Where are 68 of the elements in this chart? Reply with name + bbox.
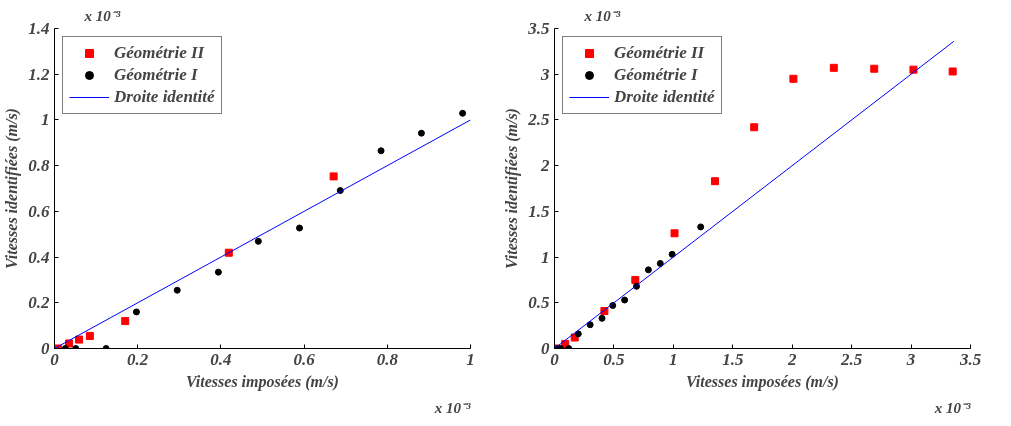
- legend-label: Géométrie II: [614, 43, 705, 63]
- x-tick-label: 1: [669, 349, 678, 369]
- point: [254, 237, 262, 245]
- point: [631, 275, 640, 284]
- point: [948, 67, 957, 76]
- point: [710, 177, 719, 186]
- x-tick-label: 2: [786, 349, 797, 369]
- y-tick-label: 1.4: [28, 19, 50, 38]
- x-tick-label: 3: [905, 349, 916, 369]
- x-tick-label: 2.5: [840, 349, 863, 369]
- legend-label: Droite identité: [114, 87, 215, 107]
- legend-label: Droite identité: [614, 87, 715, 107]
- y-axis-title: Vitesses identifiées (m/s): [503, 108, 522, 269]
- y-tick-label: 3.5: [527, 19, 550, 38]
- y-axis-title: Vitesses identifiées (m/s): [3, 108, 22, 269]
- point: [377, 147, 385, 155]
- point: [697, 223, 705, 231]
- y-tick-label: 0.2: [28, 293, 50, 313]
- point: [670, 229, 679, 238]
- y-tick-label: 2: [540, 156, 550, 176]
- y-tick-label: 1.2: [28, 64, 50, 84]
- point: [121, 317, 130, 326]
- y-tick-label: 3: [540, 64, 550, 84]
- x-tick-label: 0.2: [127, 349, 149, 369]
- y-tick-label: 0.8: [28, 156, 50, 176]
- point: [598, 314, 606, 322]
- point: [870, 64, 879, 73]
- point: [173, 286, 181, 294]
- text: x 10⁻³: [583, 7, 621, 24]
- legend-label: Géométrie II: [114, 43, 205, 63]
- y-tick-label: 0.4: [28, 247, 50, 267]
- y-tick-label: 0.5: [528, 293, 550, 313]
- y-tick-label: 1: [41, 110, 50, 130]
- point: [829, 63, 838, 72]
- text: x 10⁻³: [83, 7, 121, 24]
- x-axis-title: Vitesses imposées (m/s): [186, 372, 339, 391]
- x-tick-label: 0.8: [376, 349, 399, 369]
- x-tick-label: 3.5: [958, 349, 982, 369]
- y-tick-label: 1: [541, 247, 550, 267]
- point: [459, 109, 467, 117]
- text: x 10⁻³: [433, 399, 471, 416]
- y-tick-label: 2.5: [527, 110, 550, 130]
- x-tick-label: 0.4: [210, 349, 232, 369]
- text: x 10⁻³: [933, 399, 971, 416]
- point: [586, 321, 594, 329]
- point: [621, 296, 629, 304]
- point: [668, 250, 676, 258]
- legend-label: Géométrie I: [614, 65, 698, 85]
- x-tick-label: 0.6: [293, 349, 316, 369]
- point: [789, 74, 798, 83]
- x-tick-label: 0.5: [603, 349, 626, 369]
- point: [132, 308, 140, 316]
- x-tick-label: 1.5: [722, 349, 744, 369]
- point: [214, 268, 222, 276]
- point: [329, 172, 338, 181]
- point: [296, 224, 304, 232]
- legend-label: Géométrie I: [114, 65, 198, 85]
- point: [750, 123, 759, 132]
- y-tick-label: 0.6: [28, 201, 50, 221]
- point: [656, 259, 664, 267]
- x-axis-title: Vitesses imposées (m/s): [686, 372, 839, 391]
- point: [417, 129, 425, 137]
- point: [75, 335, 84, 344]
- point: [85, 331, 94, 340]
- x-tick-label: 1: [466, 349, 475, 369]
- point: [574, 330, 582, 338]
- y-tick-label: 1.5: [528, 201, 550, 221]
- point: [644, 266, 652, 274]
